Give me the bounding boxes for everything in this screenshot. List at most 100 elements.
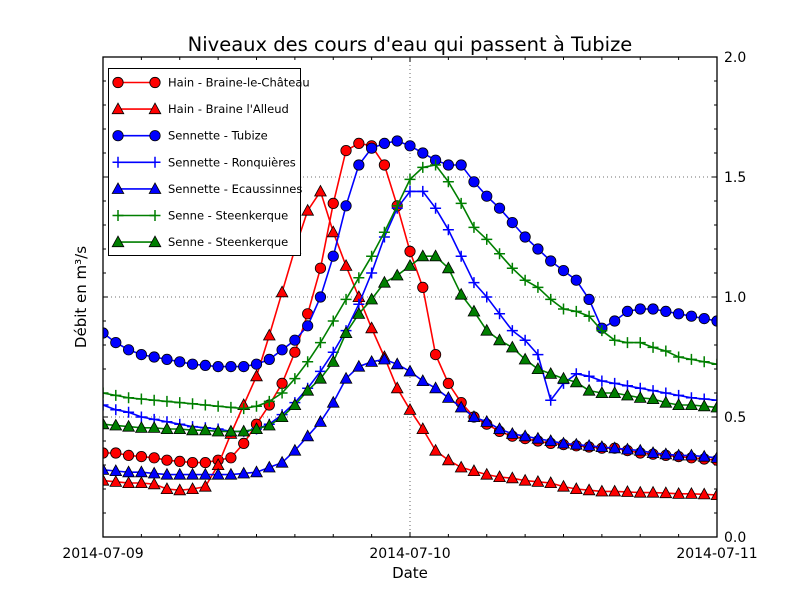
circle-marker — [404, 140, 416, 152]
circle-marker — [314, 291, 327, 303]
triangle-marker — [557, 436, 570, 449]
triangle-marker — [493, 470, 507, 482]
triangle-marker — [301, 203, 315, 216]
triangle-marker — [441, 390, 455, 403]
circle-marker — [570, 274, 582, 286]
triangle-marker — [262, 460, 276, 473]
plus-marker — [314, 337, 326, 349]
plus-marker — [494, 248, 506, 260]
circle-marker — [263, 353, 275, 365]
triangle-marker — [313, 184, 327, 197]
circle-marker — [698, 312, 710, 325]
circle-marker — [621, 305, 634, 317]
plus-marker — [225, 401, 237, 413]
circle-marker — [557, 264, 570, 277]
y-tick-label: 2.0 — [724, 50, 746, 66]
circle-marker — [327, 250, 339, 262]
triangle-marker — [518, 473, 532, 486]
legend-plus-marker — [149, 156, 161, 168]
triangle-marker — [697, 399, 711, 412]
plus-marker — [519, 334, 531, 346]
triangle-marker — [633, 485, 647, 498]
circle-marker — [122, 344, 135, 356]
plus-marker — [161, 395, 173, 407]
triangle-marker — [211, 424, 225, 437]
circle-marker — [583, 293, 595, 305]
plus-marker — [570, 305, 582, 317]
triangle-marker — [582, 438, 596, 451]
legend-label: Hain - Braine-le-Château — [168, 76, 310, 90]
circle-marker — [429, 348, 442, 361]
legend-circle-marker — [112, 130, 124, 142]
circle-marker — [289, 346, 301, 358]
circle-marker — [378, 137, 391, 149]
plus-marker — [711, 394, 717, 406]
gridlines — [103, 57, 717, 537]
triangle-marker — [403, 258, 417, 271]
triangle-marker — [147, 477, 161, 490]
triangle-marker — [365, 354, 379, 367]
circle-marker — [417, 147, 429, 159]
plus-marker — [366, 267, 378, 279]
triangle-marker — [505, 340, 519, 353]
legend-circle-marker — [112, 76, 124, 89]
triangle-marker — [672, 398, 686, 410]
plus-marker — [366, 250, 378, 262]
plus-marker — [430, 202, 442, 214]
triangle-marker — [224, 424, 238, 437]
plus-marker — [455, 197, 467, 209]
triangle-marker — [365, 321, 379, 334]
triangle-marker — [250, 369, 263, 382]
plus-marker — [103, 387, 109, 399]
triangle-marker — [173, 422, 187, 434]
triangle-marker — [569, 482, 583, 494]
circle-marker — [122, 449, 135, 461]
series-sennette-tubize — [103, 135, 717, 373]
y-axis-label: Débit en m³/s — [72, 246, 90, 348]
legend-plus-marker — [112, 156, 124, 168]
triangle-marker — [595, 386, 609, 398]
triangle-marker — [608, 386, 622, 398]
circle-marker — [519, 231, 531, 243]
circle-marker — [378, 159, 391, 171]
circle-marker — [442, 377, 454, 389]
triangle-marker — [429, 249, 443, 262]
triangle-marker — [672, 448, 686, 461]
triangle-marker — [288, 398, 302, 410]
plus-marker — [545, 293, 557, 305]
plus-marker — [609, 334, 621, 346]
triangle-marker — [109, 464, 123, 476]
triangle-marker — [531, 431, 545, 444]
triangle-marker — [646, 392, 660, 404]
circle-marker — [225, 452, 237, 464]
circle-marker — [442, 159, 454, 171]
plus-marker — [455, 250, 467, 262]
legend-circle-marker — [149, 130, 161, 142]
plus-marker — [123, 392, 135, 404]
circle-marker — [174, 356, 186, 368]
legend-triangle-marker — [111, 102, 125, 115]
triangle-marker — [480, 414, 494, 427]
plus-marker — [634, 337, 646, 349]
plus-marker — [238, 403, 250, 415]
legend: Hain - Braine-le-Château Hain - Braine l'… — [108, 68, 310, 256]
circle-marker — [481, 190, 493, 202]
triangle-marker — [557, 479, 570, 492]
plus-marker — [583, 310, 595, 322]
triangle-marker — [467, 304, 481, 317]
plus-marker — [174, 397, 186, 409]
circle-marker — [647, 303, 659, 315]
triangle-marker — [569, 375, 583, 388]
triangle-marker — [582, 483, 596, 496]
plus-marker — [103, 399, 109, 411]
triangle-marker — [531, 474, 545, 487]
plus-marker — [391, 200, 403, 212]
triangle-marker — [710, 450, 717, 463]
legend-triangle-marker — [111, 235, 125, 248]
circle-marker — [353, 137, 365, 149]
triangle-marker — [250, 465, 263, 478]
triangle-marker — [352, 306, 366, 319]
triangle-marker — [147, 466, 161, 479]
